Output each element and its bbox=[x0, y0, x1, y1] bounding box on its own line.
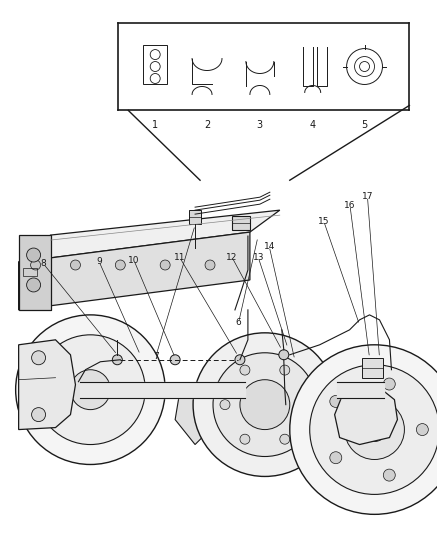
Circle shape bbox=[170, 355, 180, 365]
Bar bbox=[23, 268, 37, 276]
Circle shape bbox=[115, 260, 125, 270]
Circle shape bbox=[16, 315, 165, 464]
Circle shape bbox=[35, 335, 145, 445]
Text: 13: 13 bbox=[253, 253, 264, 262]
Circle shape bbox=[32, 408, 46, 422]
Circle shape bbox=[280, 365, 290, 375]
Text: 6: 6 bbox=[236, 318, 241, 327]
Circle shape bbox=[345, 400, 404, 459]
Circle shape bbox=[363, 417, 386, 441]
Text: 17: 17 bbox=[362, 192, 373, 201]
Polygon shape bbox=[175, 390, 220, 445]
Text: 9: 9 bbox=[96, 257, 102, 265]
Circle shape bbox=[279, 350, 289, 360]
Text: 11: 11 bbox=[174, 253, 185, 262]
Circle shape bbox=[220, 400, 230, 410]
Text: 2: 2 bbox=[204, 120, 210, 131]
Bar bbox=[232, 216, 250, 230]
Text: 14: 14 bbox=[264, 242, 275, 251]
Text: 8: 8 bbox=[41, 260, 46, 268]
Circle shape bbox=[240, 365, 250, 375]
Circle shape bbox=[193, 333, 337, 477]
Bar bbox=[189, 210, 201, 224]
Bar bbox=[361, 358, 384, 378]
Circle shape bbox=[213, 353, 317, 456]
Circle shape bbox=[280, 434, 290, 444]
Text: 4: 4 bbox=[310, 120, 316, 131]
Polygon shape bbox=[19, 340, 75, 430]
Circle shape bbox=[205, 260, 215, 270]
Text: 7: 7 bbox=[153, 352, 159, 361]
Polygon shape bbox=[19, 235, 50, 310]
Circle shape bbox=[310, 365, 438, 495]
Circle shape bbox=[240, 379, 290, 430]
Text: 12: 12 bbox=[226, 253, 238, 262]
Text: 15: 15 bbox=[318, 217, 329, 226]
Circle shape bbox=[27, 278, 41, 292]
Text: 10: 10 bbox=[128, 256, 140, 264]
Bar bbox=[143, 45, 167, 84]
Circle shape bbox=[240, 434, 250, 444]
Polygon shape bbox=[19, 210, 280, 262]
Circle shape bbox=[235, 355, 245, 365]
Circle shape bbox=[27, 248, 41, 262]
Text: 16: 16 bbox=[344, 201, 356, 210]
Circle shape bbox=[160, 260, 170, 270]
Circle shape bbox=[330, 395, 342, 407]
Circle shape bbox=[290, 345, 438, 514]
Circle shape bbox=[383, 378, 395, 390]
Circle shape bbox=[300, 400, 310, 410]
Circle shape bbox=[71, 370, 110, 410]
Circle shape bbox=[32, 351, 46, 365]
Text: 5: 5 bbox=[361, 120, 367, 131]
Circle shape bbox=[31, 260, 41, 270]
Polygon shape bbox=[335, 387, 397, 445]
Polygon shape bbox=[19, 232, 250, 310]
Text: 1: 1 bbox=[152, 120, 158, 131]
Circle shape bbox=[112, 355, 122, 365]
Circle shape bbox=[330, 452, 342, 464]
Circle shape bbox=[383, 469, 395, 481]
Circle shape bbox=[417, 424, 428, 435]
Text: 3: 3 bbox=[257, 120, 263, 131]
Circle shape bbox=[71, 260, 81, 270]
